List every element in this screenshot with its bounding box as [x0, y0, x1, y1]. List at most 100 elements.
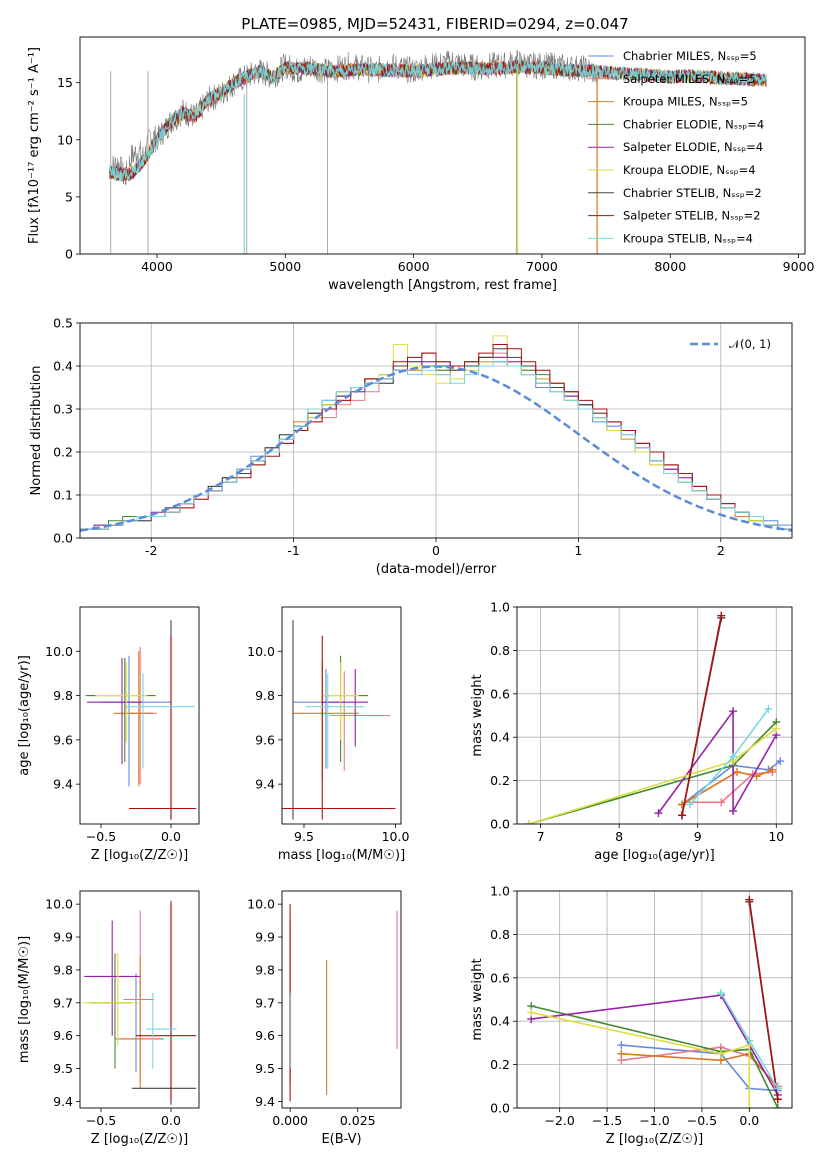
plus-marker — [768, 765, 777, 774]
legend-label: Chabrier ELODIE, Nₛₛₚ=4 — [623, 117, 764, 131]
errorbar-point — [117, 956, 162, 1089]
errorbar-point — [282, 635, 396, 820]
errorbar-point — [322, 662, 359, 740]
x-tick-label: 8000 — [654, 259, 686, 274]
plus-marker — [745, 1036, 754, 1045]
normal-curve — [80, 365, 792, 532]
x-axis-label: (data-model)/error — [376, 562, 497, 577]
plus-marker — [773, 1104, 782, 1108]
x-tick-label: 1 — [574, 543, 582, 558]
legend-label: Salpeter ELODIE, Nₛₛₚ=4 — [623, 140, 763, 154]
plus-marker — [617, 1041, 626, 1050]
x-tick-label: 8 — [615, 829, 623, 844]
errorbar-point — [87, 657, 143, 765]
weight-line-5 — [531, 1011, 751, 1108]
errorbar-point — [95, 662, 148, 743]
errorbar-point — [82, 953, 139, 1046]
plus-marker — [745, 895, 754, 904]
x-axis-label: wavelength [Angstrom, rest frame] — [328, 278, 557, 293]
x-tick-label: 4000 — [141, 259, 173, 274]
errorbar-point — [89, 953, 132, 1069]
panel-spectrum: 4000 5000 6000 7000 8000 9000 0 5 10 15 wavelength… — [27, 36, 815, 293]
panel-mass_vs_EBV: 0.000 0.025 9.4 9.5 9.6 9.7 9.8 9.9 10.0 E(B-V) — [247, 890, 402, 1147]
plot-area — [85, 620, 197, 820]
y-tick-label: 9.9 — [53, 930, 73, 945]
plus-marker — [752, 772, 761, 781]
y-axis-label: Flux [fλ10⁻¹⁷ erg cm⁻² s⁻¹ A⁻¹] — [27, 47, 42, 244]
weight-line-0 — [621, 1044, 778, 1092]
errorbar-point — [126, 673, 195, 769]
plot-area — [524, 611, 785, 824]
plus-marker — [716, 1049, 725, 1058]
axes-frame — [281, 890, 402, 1109]
y-tick-label: 9.6 — [53, 732, 73, 747]
axes-frame — [281, 606, 402, 825]
plus-marker — [729, 806, 738, 815]
axes-frame — [79, 890, 200, 1109]
plot-area — [108, 49, 767, 254]
plus-marker — [654, 809, 663, 818]
x-tick-label: 7000 — [526, 259, 558, 274]
legend-label: 𝒩(0, 1) — [729, 337, 771, 351]
x-tick-label: 0.025 — [340, 1113, 376, 1128]
weight-line-7 — [748, 899, 779, 1100]
x-axis-label: E(B-V) — [321, 1132, 361, 1147]
x-axis-label: Z [log₁₀(Z/Z☉)] — [91, 1132, 188, 1147]
y-tick-label: 0.0 — [490, 817, 510, 832]
y-tick-label: 0.2 — [53, 445, 73, 460]
y-tick-label: 15 — [57, 75, 73, 90]
errorbar-point — [129, 635, 197, 820]
x-tick-label: 6000 — [398, 259, 430, 274]
x-tick-label: 10 — [768, 829, 784, 844]
y-axis-label: mass [log₁₀(M/M☉)] — [17, 936, 32, 1063]
plus-marker — [717, 611, 726, 620]
legend-label: Salpeter STELIB, Nₛₛₚ=2 — [623, 209, 761, 223]
y-tick-label: 9.4 — [53, 777, 73, 792]
errorbar-point — [282, 620, 394, 820]
y-tick-label: 0.6 — [490, 686, 510, 701]
panel-residuals: -2 -1 0 1 2 0.0 0.1 0.2 0.3 0.4 0.5 (data-model)/er… — [29, 316, 793, 577]
y-tick-label: 9.4 — [255, 777, 275, 792]
y-tick-label: 9.5 — [53, 1061, 73, 1076]
errorbar-point — [145, 992, 177, 1069]
y-tick-label: 10.0 — [247, 644, 275, 659]
y-tick-label: 0.2 — [490, 773, 510, 788]
y-tick-label: 0.8 — [490, 643, 510, 658]
weight-line-2 — [681, 769, 773, 806]
plot-area — [82, 900, 197, 1105]
weight-line-7 — [681, 615, 723, 816]
x-tick-label: 2 — [717, 543, 725, 558]
errorbar-point — [101, 655, 171, 787]
x-tick-label: 0 — [432, 543, 440, 558]
y-tick-label: 1.0 — [490, 884, 510, 899]
x-tick-label: 9 — [694, 829, 702, 844]
y-tick-label: 9.8 — [53, 962, 73, 977]
y-tick-label: 9.7 — [53, 995, 73, 1010]
plot-area — [80, 335, 792, 532]
x-tick-label: 0.0 — [161, 829, 181, 844]
figure-title: PLATE=0985, MJD=52431, FIBERID=0294, z=0… — [241, 15, 628, 33]
plus-marker — [745, 1104, 754, 1108]
y-tick-label: 9.5 — [255, 1061, 275, 1076]
plus-marker — [773, 1095, 782, 1104]
y-tick-label: 9.6 — [53, 1028, 73, 1043]
errorbar-point — [84, 920, 141, 1036]
panel-age_vs_mass: 9.5 10.0 9.4 9.6 9.8 10.0 mass [log₁₀(M/M☉)] — [247, 606, 409, 863]
plus-marker — [685, 800, 694, 809]
plots-container: 4000 5000 6000 7000 8000 9000051015wavelength… — [17, 36, 815, 1147]
x-tick-label: -1 — [287, 543, 299, 558]
plus-marker — [617, 1049, 626, 1058]
y-tick-label: 10.0 — [247, 897, 275, 912]
x-tick-label: −2.0 — [544, 1113, 574, 1128]
legend-label: Kroupa STELIB, Nₛₛₚ=4 — [623, 231, 753, 245]
y-tick-label: 9.4 — [53, 1094, 73, 1109]
weight-line-4 — [657, 708, 777, 815]
plus-marker — [733, 767, 741, 776]
plus-marker — [776, 757, 785, 766]
y-tick-label: 9.6 — [255, 1028, 275, 1043]
y-tick-label: 9.8 — [255, 688, 275, 703]
x-axis-label: age [log₁₀(age/yr)] — [594, 848, 715, 863]
x-tick-label: 9.5 — [294, 829, 314, 844]
y-tick-label: 0.5 — [53, 316, 73, 331]
